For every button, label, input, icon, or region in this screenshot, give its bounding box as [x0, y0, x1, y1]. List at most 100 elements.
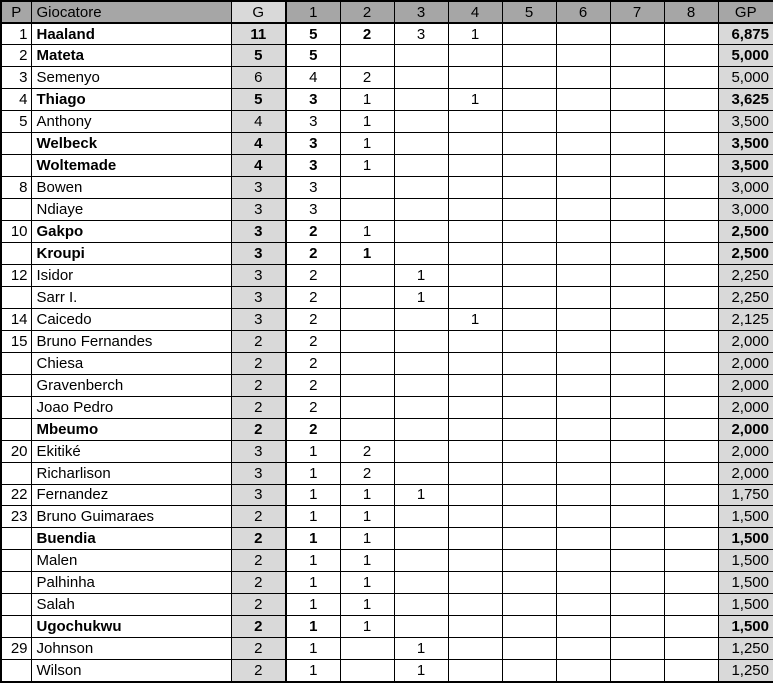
cell-name[interactable]: Wilson [30, 659, 232, 683]
cell-c3[interactable] [393, 154, 449, 178]
cell-c3[interactable] [393, 329, 449, 353]
cell-gp[interactable]: 3,500 [717, 132, 773, 156]
cell-c3[interactable]: 1 [393, 483, 449, 507]
cell-c6[interactable] [555, 417, 611, 441]
cell-c8[interactable] [663, 351, 719, 375]
cell-g[interactable]: 3 [230, 439, 287, 463]
cell-gp[interactable]: 3,000 [717, 176, 773, 200]
column-header-c5[interactable]: 5 [501, 0, 557, 24]
cell-c5[interactable] [501, 483, 557, 507]
cell-c1[interactable]: 5 [285, 22, 341, 46]
cell-c7[interactable] [609, 307, 665, 331]
cell-g[interactable]: 3 [230, 483, 287, 507]
cell-c1[interactable]: 2 [285, 285, 341, 309]
cell-pos[interactable] [0, 242, 32, 265]
cell-pos[interactable] [0, 549, 32, 573]
cell-c5[interactable] [501, 66, 557, 90]
column-header-g[interactable]: G [230, 0, 287, 24]
cell-name[interactable]: Thiago [30, 88, 232, 112]
cell-c7[interactable] [609, 176, 665, 200]
cell-c8[interactable] [663, 154, 719, 178]
cell-c7[interactable] [609, 461, 665, 485]
cell-c5[interactable] [501, 461, 557, 485]
cell-gp[interactable]: 1,500 [717, 615, 773, 639]
cell-c3[interactable] [393, 176, 449, 200]
cell-c3[interactable] [393, 615, 449, 639]
cell-c1[interactable]: 1 [285, 461, 341, 485]
cell-pos[interactable] [0, 527, 32, 551]
column-header-pos[interactable]: P [0, 0, 32, 24]
cell-gp[interactable]: 2,125 [717, 307, 773, 331]
cell-c3[interactable] [393, 373, 449, 397]
cell-c3[interactable] [393, 220, 449, 244]
cell-c3[interactable] [393, 242, 449, 265]
cell-c2[interactable] [339, 198, 395, 222]
cell-pos[interactable] [0, 615, 32, 639]
cell-name[interactable]: Woltemade [30, 154, 232, 178]
cell-pos[interactable]: 20 [0, 439, 32, 463]
cell-c8[interactable] [663, 285, 719, 309]
column-header-c8[interactable]: 8 [663, 0, 719, 24]
cell-c6[interactable] [555, 22, 611, 46]
cell-pos[interactable] [0, 351, 32, 375]
cell-pos[interactable]: 1 [0, 22, 32, 46]
cell-c2[interactable]: 2 [339, 439, 395, 463]
cell-pos[interactable]: 10 [0, 220, 32, 244]
cell-c2[interactable]: 2 [339, 461, 395, 485]
cell-c3[interactable] [393, 571, 449, 595]
cell-pos[interactable] [0, 198, 32, 222]
cell-c1[interactable]: 5 [285, 44, 341, 68]
cell-c7[interactable] [609, 154, 665, 178]
column-header-c1[interactable]: 1 [285, 0, 341, 24]
cell-c2[interactable]: 1 [339, 110, 395, 134]
cell-c7[interactable] [609, 505, 665, 529]
cell-c8[interactable] [663, 110, 719, 134]
cell-g[interactable]: 2 [230, 505, 287, 529]
cell-gp[interactable]: 1,500 [717, 527, 773, 551]
cell-g[interactable]: 4 [230, 110, 287, 134]
cell-pos[interactable] [0, 373, 32, 397]
cell-c7[interactable] [609, 88, 665, 112]
cell-c4[interactable] [447, 132, 503, 156]
cell-gp[interactable]: 1,250 [717, 637, 773, 661]
cell-g[interactable]: 3 [230, 307, 287, 331]
cell-c2[interactable]: 2 [339, 22, 395, 46]
cell-gp[interactable]: 2,500 [717, 242, 773, 265]
cell-c1[interactable]: 2 [285, 220, 341, 244]
cell-pos[interactable]: 22 [0, 483, 32, 507]
cell-c1[interactable]: 2 [285, 242, 341, 265]
cell-g[interactable]: 2 [230, 659, 287, 683]
cell-name[interactable]: Ekitiké [30, 439, 232, 463]
cell-c1[interactable]: 1 [285, 637, 341, 661]
cell-name[interactable]: Richarlison [30, 461, 232, 485]
cell-c6[interactable] [555, 220, 611, 244]
cell-name[interactable]: Salah [30, 593, 232, 617]
cell-c5[interactable] [501, 593, 557, 617]
cell-c2[interactable]: 1 [339, 220, 395, 244]
cell-c6[interactable] [555, 593, 611, 617]
cell-c1[interactable]: 1 [285, 659, 341, 683]
cell-c4[interactable] [447, 549, 503, 573]
column-header-c2[interactable]: 2 [339, 0, 395, 24]
cell-c4[interactable] [447, 593, 503, 617]
cell-c2[interactable] [339, 351, 395, 375]
cell-name[interactable]: Bruno Fernandes [30, 329, 232, 353]
cell-c7[interactable] [609, 110, 665, 134]
cell-c8[interactable] [663, 439, 719, 463]
cell-c4[interactable] [447, 505, 503, 529]
cell-name[interactable]: Bowen [30, 176, 232, 200]
cell-gp[interactable]: 2,000 [717, 395, 773, 419]
cell-name[interactable]: Ndiaye [30, 198, 232, 222]
cell-c1[interactable]: 3 [285, 132, 341, 156]
cell-c5[interactable] [501, 44, 557, 68]
cell-c6[interactable] [555, 44, 611, 68]
cell-gp[interactable]: 3,000 [717, 198, 773, 222]
cell-c2[interactable]: 1 [339, 483, 395, 507]
cell-name[interactable]: Haaland [30, 22, 232, 46]
cell-c1[interactable]: 3 [285, 88, 341, 112]
cell-gp[interactable]: 2,250 [717, 285, 773, 309]
column-header-c7[interactable]: 7 [609, 0, 665, 24]
cell-c5[interactable] [501, 22, 557, 46]
cell-gp[interactable]: 1,500 [717, 505, 773, 529]
cell-c1[interactable]: 1 [285, 527, 341, 551]
